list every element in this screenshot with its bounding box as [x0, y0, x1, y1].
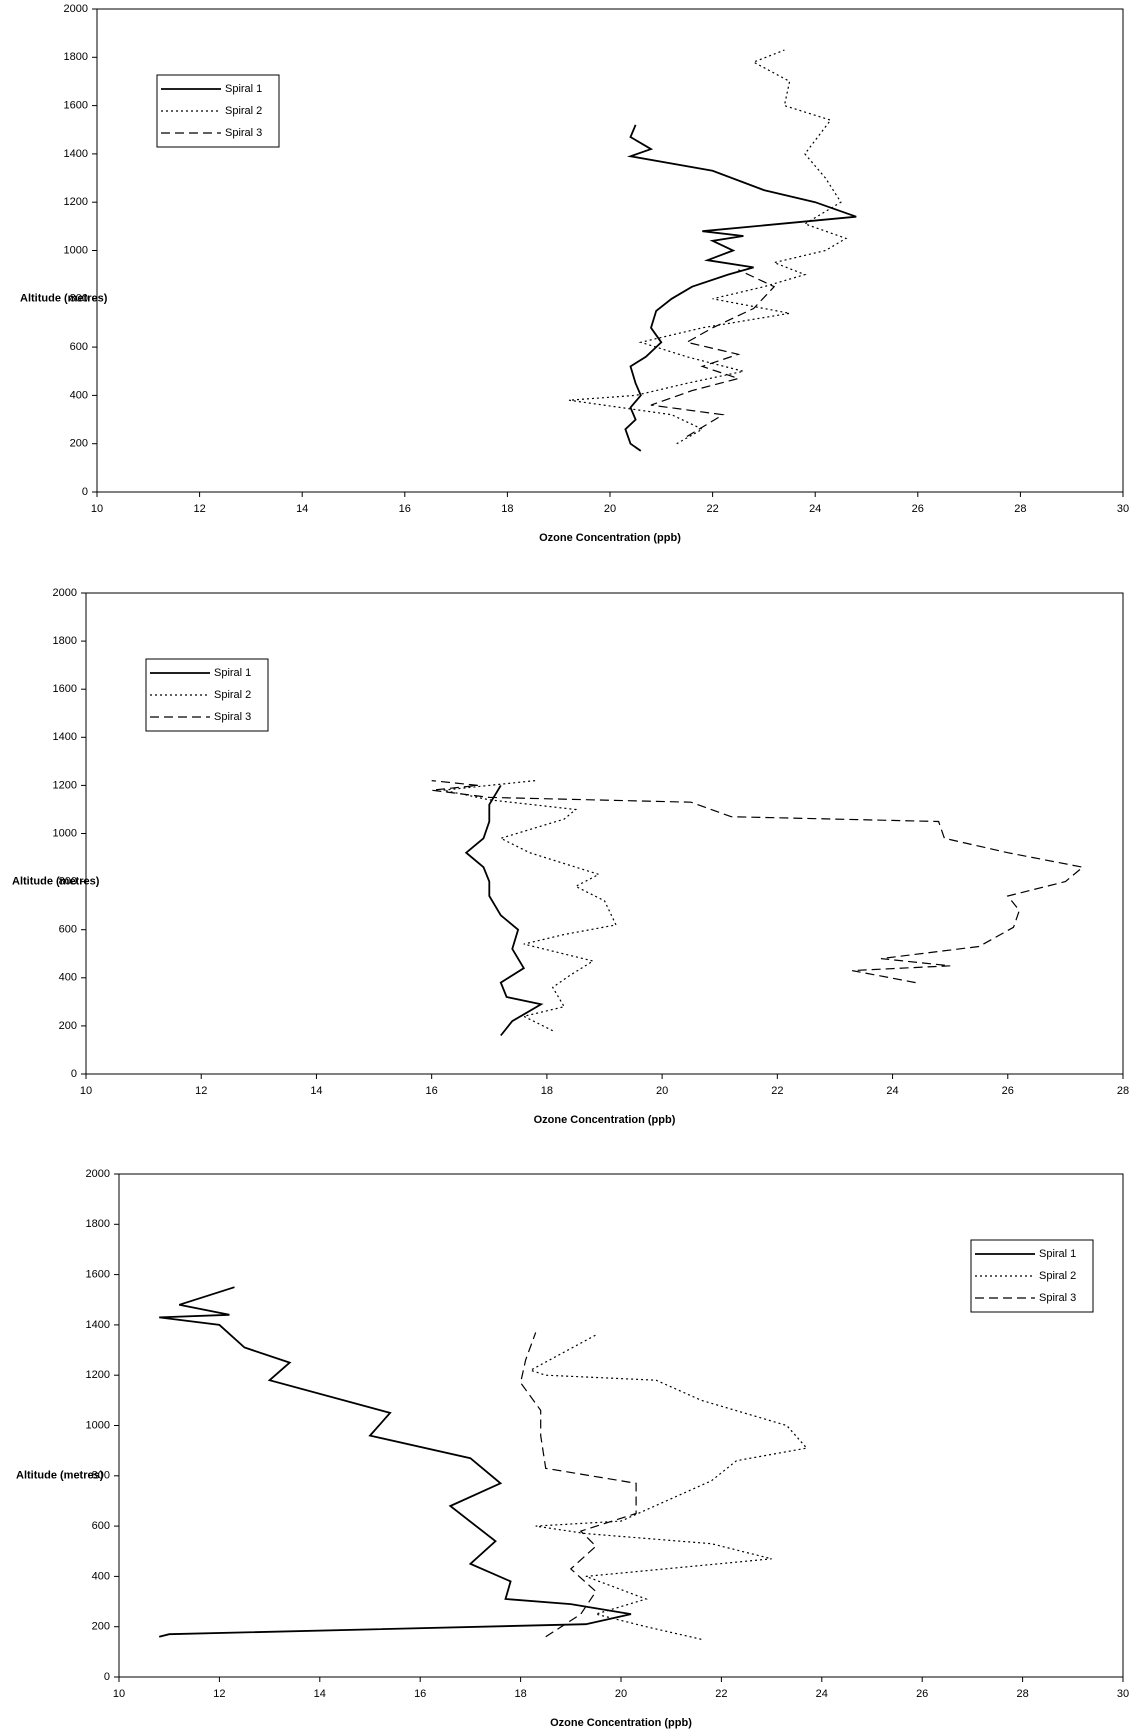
x-tick-label: 18 [514, 1688, 526, 1700]
chart: 10 12 14 16 18 20 22 24 26 28 0 200 400 600 800 1000 120… [12, 587, 1129, 1126]
y-tick-label: 1400 [53, 731, 77, 743]
x-tick-label: 28 [1016, 1688, 1028, 1700]
y-tick-label: 1800 [64, 51, 88, 63]
series-line [529, 1334, 808, 1640]
x-tick-label: 26 [916, 1688, 928, 1700]
x-tick-label: 14 [314, 1688, 326, 1700]
x-tick-label: 12 [195, 1085, 207, 1097]
y-tick-label: 1600 [64, 100, 88, 112]
x-tick-label: 22 [706, 503, 718, 515]
x-axis-label: Ozone Concentration (ppb) [534, 1114, 676, 1126]
y-tick-label: 200 [92, 1621, 110, 1633]
y-tick-label: 0 [82, 486, 88, 498]
x-tick-label: 12 [193, 503, 205, 515]
series-line [650, 269, 776, 438]
x-tick-label: 12 [213, 1688, 225, 1700]
x-tick-label: 30 [1117, 1688, 1129, 1700]
y-tick-label: 1800 [86, 1218, 110, 1230]
y-tick-label: 1000 [64, 244, 88, 256]
chart: 10 12 14 16 18 20 22 24 26 28 30 0 200 400 600 800 1000 1… [20, 3, 1129, 544]
y-axis-label: Altitude (metres) [20, 293, 108, 305]
x-tick-label: 14 [296, 503, 308, 515]
y-tick-label: 200 [59, 1020, 77, 1032]
x-tick-label: 30 [1117, 503, 1129, 515]
legend: Spiral 1 Spiral 2 Spiral 3 [145, 658, 269, 732]
legend-label: Spiral 2 [214, 689, 251, 701]
y-axis-label: Altitude (metres) [16, 1470, 104, 1482]
legend-label: Spiral 2 [1039, 1270, 1076, 1282]
y-tick-label: 1000 [86, 1419, 110, 1431]
x-tick-label: 14 [310, 1085, 322, 1097]
x-tick-label: 16 [426, 1085, 438, 1097]
y-tick-label: 800 [59, 876, 77, 888]
legend-label: Spiral 3 [225, 127, 262, 139]
x-tick-label: 22 [715, 1688, 727, 1700]
legend-label: Spiral 1 [225, 83, 262, 95]
x-tick-label: 24 [816, 1688, 828, 1700]
x-tick-label: 16 [399, 503, 411, 515]
x-tick-label: 24 [809, 503, 821, 515]
x-tick-label: 18 [501, 503, 513, 515]
legend-label: Spiral 3 [214, 711, 251, 723]
chart: 10 12 14 16 18 20 22 24 26 28 30 0 200 400 600 800 1000 1… [16, 1168, 1129, 1729]
y-tick-label: 600 [59, 924, 77, 936]
x-tick-label: 24 [886, 1085, 898, 1097]
x-tick-label: 26 [1002, 1085, 1014, 1097]
series-line [431, 780, 1085, 984]
y-tick-label: 2000 [86, 1168, 110, 1180]
y-tick-label: 600 [70, 341, 88, 353]
y-tick-label: 1600 [53, 683, 77, 695]
x-axis-label: Ozone Concentration (ppb) [550, 1717, 692, 1729]
y-tick-label: 0 [71, 1068, 77, 1080]
y-tick-label: 400 [59, 972, 77, 984]
x-tick-label: 10 [91, 503, 103, 515]
series-line [464, 784, 544, 1037]
y-tick-label: 800 [70, 293, 88, 305]
x-tick-label: 20 [604, 503, 616, 515]
series-line [443, 780, 617, 1032]
x-tick-label: 20 [656, 1085, 668, 1097]
y-tick-label: 2000 [64, 3, 88, 15]
y-tick-label: 0 [104, 1671, 110, 1683]
x-tick-label: 26 [912, 503, 924, 515]
y-axis-label: Altitude (metres) [12, 876, 100, 888]
y-tick-label: 1400 [64, 148, 88, 160]
legend: Spiral 1 Spiral 2 Spiral 3 [970, 1239, 1094, 1313]
x-tick-label: 28 [1014, 503, 1026, 515]
x-tick-label: 18 [541, 1085, 553, 1097]
y-tick-label: 1800 [53, 635, 77, 647]
y-tick-label: 400 [92, 1570, 110, 1582]
series-line [519, 1332, 637, 1638]
x-axis-label: Ozone Concentration (ppb) [539, 532, 681, 544]
y-tick-label: 1200 [53, 779, 77, 791]
series-line [568, 49, 848, 445]
series-line [158, 1286, 632, 1638]
series-line [624, 124, 857, 452]
legend-label: Spiral 2 [225, 105, 262, 117]
y-tick-label: 2000 [53, 587, 77, 599]
x-tick-label: 10 [113, 1688, 125, 1700]
y-tick-label: 1200 [86, 1369, 110, 1381]
x-tick-label: 22 [771, 1085, 783, 1097]
legend: Spiral 1 Spiral 2 Spiral 3 [156, 74, 280, 148]
x-tick-label: 16 [414, 1688, 426, 1700]
y-tick-label: 1400 [86, 1319, 110, 1331]
x-tick-label: 10 [80, 1085, 92, 1097]
legend-label: Spiral 1 [214, 667, 251, 679]
legend-label: Spiral 3 [1039, 1292, 1076, 1304]
x-tick-label: 20 [615, 1688, 627, 1700]
y-tick-label: 800 [92, 1470, 110, 1482]
y-tick-label: 1000 [53, 827, 77, 839]
y-tick-label: 600 [92, 1520, 110, 1532]
y-tick-label: 1600 [86, 1269, 110, 1281]
y-tick-label: 1200 [64, 196, 88, 208]
legend-label: Spiral 1 [1039, 1248, 1076, 1260]
y-tick-label: 200 [70, 438, 88, 450]
y-tick-label: 400 [70, 389, 88, 401]
x-tick-label: 28 [1117, 1085, 1129, 1097]
